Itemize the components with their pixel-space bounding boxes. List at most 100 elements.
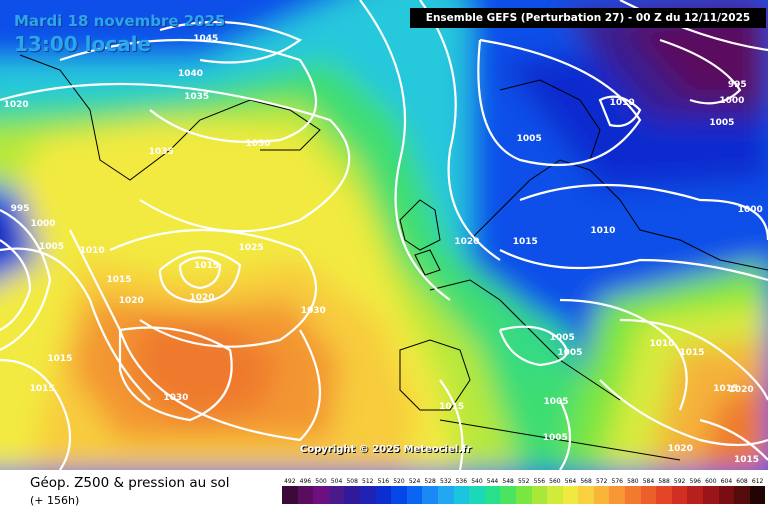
scale-step: 500 (313, 478, 329, 504)
scale-value-label: 528 (422, 478, 438, 486)
scale-swatch (438, 486, 454, 504)
scale-swatch (594, 486, 610, 504)
scale-swatch (750, 486, 766, 504)
scale-step: 540 (469, 478, 485, 504)
scale-value-label: 596 (687, 478, 703, 486)
isobar-label: 1045 (193, 34, 218, 44)
isobar-label: 1030 (163, 393, 188, 403)
scale-swatch (376, 486, 392, 504)
forecast-local-time: 13:00 locale (14, 32, 151, 56)
scale-swatch (313, 486, 329, 504)
scale-value-label: 560 (547, 478, 563, 486)
scale-value-label: 532 (438, 478, 454, 486)
isobar-label: 1005 (550, 333, 575, 343)
scale-value-label: 504 (329, 478, 345, 486)
isobar-label: 1005 (557, 348, 582, 358)
scale-value-label: 552 (516, 478, 532, 486)
scale-swatch (578, 486, 594, 504)
scale-value-label: 592 (672, 478, 688, 486)
isobar-label: 1015 (439, 402, 464, 412)
scale-step: 496 (298, 478, 314, 504)
isobar-label: 1000 (30, 219, 55, 229)
scale-value-label: 520 (391, 478, 407, 486)
isobar-label: 1025 (239, 243, 264, 253)
scale-value-label: 540 (469, 478, 485, 486)
scale-value-label: 492 (282, 478, 298, 486)
isobar-label: 1010 (610, 98, 635, 108)
scale-step: 580 (625, 478, 641, 504)
scale-step: 600 (703, 478, 719, 504)
isobar-label: 1015 (679, 348, 704, 358)
scale-value-label: 584 (641, 478, 657, 486)
scale-step: 544 (485, 478, 501, 504)
scale-step: 572 (594, 478, 610, 504)
scale-value-label: 544 (485, 478, 501, 486)
copyright-notice: Copyright © 2025 Meteociel.fr (300, 444, 471, 455)
scale-step: 604 (719, 478, 735, 504)
scale-step: 552 (516, 478, 532, 504)
scale-swatch (625, 486, 641, 504)
scale-step: 592 (672, 478, 688, 504)
isobar-label: 1015 (47, 354, 72, 364)
scale-value-label: 512 (360, 478, 376, 486)
isobar-label: 1005 (39, 242, 64, 252)
isobar-label: 1005 (543, 433, 568, 443)
scale-value-label: 496 (298, 478, 314, 486)
scale-swatch (500, 486, 516, 504)
scale-step: 556 (532, 478, 548, 504)
scale-swatch (609, 486, 625, 504)
legend-footer: Géop. Z500 & pression au sol (+ 156h) 49… (0, 470, 768, 512)
scale-step: 508 (344, 478, 360, 504)
scale-step: 512 (360, 478, 376, 504)
isobar-label: 1035 (149, 147, 174, 157)
scale-step: 564 (563, 478, 579, 504)
isobar-label: 1015 (734, 455, 759, 465)
scale-value-label: 548 (500, 478, 516, 486)
scale-swatch (641, 486, 657, 504)
scale-value-label: 576 (609, 478, 625, 486)
isobar-label: 1040 (178, 69, 203, 79)
scale-swatch (391, 486, 407, 504)
scale-swatch (672, 486, 688, 504)
isobar-label: 1020 (454, 237, 479, 247)
isobar-label: 1010 (649, 339, 674, 349)
isobar-label: 1010 (80, 246, 105, 256)
scale-swatch (703, 486, 719, 504)
scale-step: 524 (407, 478, 423, 504)
scale-value-label: 508 (344, 478, 360, 486)
isobar-label: 1035 (184, 92, 209, 102)
isobar-label: 1020 (668, 444, 693, 454)
isobar-label: 1020 (4, 100, 29, 110)
scale-value-label: 588 (656, 478, 672, 486)
model-run-banner: Ensemble GEFS (Perturbation 27) - 00 Z d… (410, 8, 766, 28)
color-scale: 492 496 500 504 508 512 516 520 524 528 532 536 540 5… (282, 478, 765, 504)
scale-swatch (719, 486, 735, 504)
scale-step: 560 (547, 478, 563, 504)
scale-value-label: 564 (563, 478, 579, 486)
scale-value-label: 572 (594, 478, 610, 486)
forecast-date: Mardi 18 novembre 2025 (14, 12, 226, 30)
scale-value-label: 556 (532, 478, 548, 486)
isobar-label: 1015 (713, 384, 738, 394)
scale-swatch (656, 486, 672, 504)
isobar-label: 1015 (513, 237, 538, 247)
isobar-label: 1005 (543, 397, 568, 407)
scale-step: 608 (734, 478, 750, 504)
scale-value-label: 600 (703, 478, 719, 486)
isobar-label: 1020 (189, 293, 214, 303)
isobar-label: 1005 (517, 134, 542, 144)
scale-swatch (516, 486, 532, 504)
scale-swatch (407, 486, 423, 504)
scale-step: 536 (454, 478, 470, 504)
scale-swatch (454, 486, 470, 504)
scale-step: 584 (641, 478, 657, 504)
scale-step: 596 (687, 478, 703, 504)
scale-step: 492 (282, 478, 298, 504)
scale-step: 612 (750, 478, 766, 504)
scale-value-label: 612 (750, 478, 766, 486)
field-title: Géop. Z500 & pression au sol (30, 475, 230, 491)
isobar-label: 1020 (119, 296, 144, 306)
scale-swatch (344, 486, 360, 504)
scale-value-label: 568 (578, 478, 594, 486)
